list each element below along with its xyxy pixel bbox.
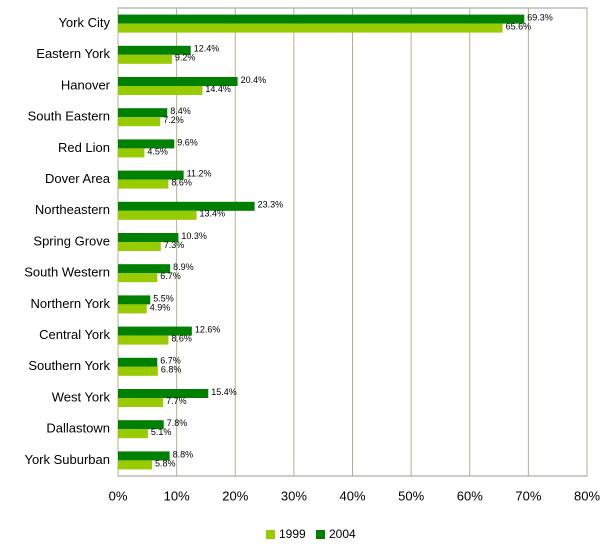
value-label: 5.5% — [153, 293, 174, 303]
bar — [118, 264, 171, 274]
bar — [118, 170, 184, 180]
category-label: Spring Grove — [33, 233, 110, 248]
bar — [118, 45, 191, 55]
bar — [118, 242, 161, 251]
category-label: Northern York — [31, 296, 111, 311]
bar — [118, 179, 169, 189]
value-label: 11.2% — [187, 168, 212, 178]
value-label: 69.3% — [527, 12, 553, 22]
x-tick-label: 30% — [281, 488, 307, 503]
category-label: York City — [58, 15, 110, 30]
value-label: 20.4% — [241, 75, 267, 85]
bar — [118, 295, 151, 305]
value-label: 8.4% — [170, 106, 191, 116]
legend-swatch — [266, 530, 275, 539]
category-label: Red Lion — [58, 140, 110, 155]
bar — [118, 77, 238, 86]
value-label: 10.3% — [181, 231, 207, 241]
value-label: 8.9% — [173, 262, 194, 272]
bar — [118, 139, 175, 149]
value-label: 6.8% — [161, 365, 182, 375]
legend-swatch — [316, 530, 325, 539]
x-tick-label: 40% — [339, 488, 365, 503]
legend-label: 1999 — [279, 527, 306, 541]
value-label: 8.8% — [173, 449, 194, 459]
bar — [118, 108, 168, 118]
bar — [118, 460, 153, 470]
value-label: 13.4% — [200, 209, 226, 219]
category-label: Northeastern — [35, 202, 110, 217]
value-label: 12.6% — [195, 324, 221, 334]
bar — [118, 389, 209, 398]
x-tick-label: 70% — [515, 488, 541, 503]
bar — [118, 14, 525, 24]
bar — [118, 366, 158, 376]
x-tick-label: 50% — [398, 488, 424, 503]
bar — [118, 233, 179, 242]
x-tick-label: 10% — [164, 488, 190, 503]
value-label: 6.7% — [160, 271, 181, 281]
bar — [118, 201, 255, 211]
x-tick-label: 20% — [222, 488, 248, 503]
legend-label: 2004 — [329, 527, 356, 541]
value-label: 15.4% — [211, 387, 237, 397]
bar — [118, 326, 192, 336]
value-label: 9.6% — [177, 137, 198, 147]
bar — [118, 210, 197, 220]
bar — [118, 304, 147, 314]
bar — [118, 86, 203, 95]
value-label: 23.3% — [258, 200, 284, 210]
bar — [118, 23, 503, 33]
value-label: 6.7% — [160, 356, 181, 366]
bar — [118, 420, 164, 430]
value-label: 7.7% — [166, 396, 187, 406]
category-label: South Western — [24, 265, 110, 280]
value-label: 9.2% — [175, 53, 196, 63]
bar — [118, 54, 172, 64]
bar — [118, 451, 170, 461]
category-label: Dallastown — [46, 421, 110, 436]
bar — [118, 335, 169, 345]
value-label: 12.4% — [194, 44, 220, 54]
value-label: 8.6% — [171, 333, 192, 343]
category-label: West York — [52, 389, 111, 404]
category-label: Dover Area — [45, 171, 111, 186]
value-label: 5.8% — [155, 458, 176, 468]
bar — [118, 398, 164, 407]
category-label: York Suburban — [24, 452, 110, 467]
value-label: 4.9% — [150, 302, 171, 312]
value-label: 65.6% — [506, 21, 532, 31]
value-label: 7.8% — [167, 418, 188, 428]
bar — [118, 273, 158, 283]
value-label: 7.3% — [164, 240, 185, 250]
category-label: Southern York — [28, 358, 110, 373]
x-tick-label: 0% — [109, 488, 128, 503]
value-label: 7.2% — [163, 115, 184, 125]
value-label: 14.4% — [205, 84, 231, 94]
bar — [118, 357, 158, 367]
category-label: South Eastern — [28, 109, 110, 124]
bar — [118, 429, 148, 439]
value-label: 5.1% — [151, 427, 172, 437]
bar — [118, 117, 161, 127]
category-label: Eastern York — [36, 46, 110, 61]
bar — [118, 148, 145, 158]
category-label: Hanover — [61, 77, 111, 92]
x-tick-label: 80% — [574, 488, 600, 503]
x-tick-label: 60% — [457, 488, 483, 503]
category-label: Central York — [39, 327, 110, 342]
value-label: 8.6% — [171, 177, 192, 187]
value-label: 4.5% — [147, 146, 168, 156]
